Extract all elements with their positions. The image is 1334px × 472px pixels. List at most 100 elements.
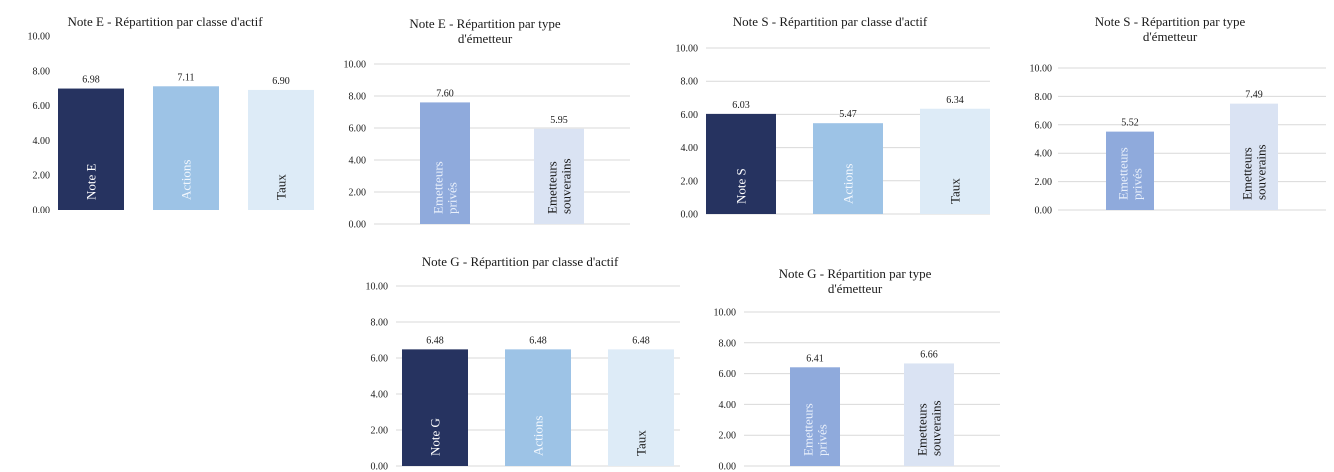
y-tick-label: 6.00 [1035,120,1053,131]
bar-actions [505,349,571,466]
bar-chart-3: Note S - Répartition par classe d'actif 0… [660,8,1000,223]
chart-plot: 0.002.004.006.008.0010.007.60Emetteurspr… [344,60,630,231]
y-tick-label: 2.00 [719,431,737,442]
category-label-line: Note G [428,418,443,456]
category-label: Taux [634,430,649,456]
bar-emetteurs-souverains [534,128,584,224]
chart-title: Note E - Répartition par classe d'actif [67,14,263,29]
data-label: 6.48 [632,335,650,346]
chart-title: Note G - Répartition par classe d'actif [421,254,619,269]
data-label: 5.52 [1121,118,1139,129]
bar-chart-4: Note S - Répartition par type d'émetteur… [1010,8,1330,218]
y-tick-label: 8.00 [349,92,367,103]
data-label: 5.95 [550,115,568,126]
bar-emetteurs-souverains [1230,103,1278,210]
bar-emetteurs-souverains [904,363,954,466]
bar-note-s [706,113,776,214]
category-label-line: Emetteurs [545,161,560,214]
y-tick-label: 6.00 [349,124,367,135]
data-label: 6.41 [806,353,824,364]
bar-chart-2: Note E - Répartition par type d'émetteur… [330,8,640,233]
bar-actions [813,123,883,214]
data-label: 7.60 [436,88,454,99]
category-label-line: Taux [634,430,649,456]
y-tick-label: 10.00 [1030,64,1053,75]
data-label: 6.90 [272,76,290,87]
bar-emetteurs-priv-s [420,102,470,224]
chart-title: Note S - Répartition par classe d'actif [732,14,928,29]
category-label: Emetteurssouverains [1240,144,1269,200]
data-label: 7.49 [1245,90,1263,101]
y-tick-label: 10.00 [714,308,737,319]
y-tick-label: 8.00 [681,77,699,88]
category-label: Taux [274,174,289,200]
y-tick-label: 4.00 [1035,149,1053,160]
category-label-line: Emetteurs [1240,147,1255,200]
y-tick-label: 0.00 [719,462,737,471]
y-tick-label: 0.00 [1035,206,1053,217]
y-tick-label: 2.00 [33,171,51,182]
category-label: Note G [428,418,443,456]
category-label-line: privés [815,424,830,456]
category-label: Emetteurssouverains [915,400,944,456]
data-label: 6.48 [426,335,444,346]
chart-title: Note S - Répartition par type d'émetteur [1094,14,1246,44]
category-label-line: Note E [84,163,99,200]
y-tick-label: 10.00 [366,282,389,293]
category-label: Note S [734,168,749,204]
data-label: 6.34 [946,95,964,106]
category-label-line: privés [1130,168,1145,200]
bar-chart-6: Note G - Répartition par type d'émetteur… [700,262,1010,470]
category-label-line: Actions [531,416,546,456]
y-tick-label: 6.00 [33,101,51,112]
data-label: 6.48 [529,335,547,346]
category-label-line: Taux [274,174,289,200]
category-label-line: Taux [948,178,963,204]
chart-title: Note E - Répartition par type d'émetteur [409,16,561,46]
category-label: Taux [948,178,963,204]
chart-plot: 0.002.004.006.008.0010.005.52Emetteurspr… [1030,64,1326,217]
bar-chart-1: Note E - Répartition par classe d'actif 0… [10,8,320,213]
category-label-line: Emetteurs [431,161,446,214]
y-tick-label: 0.00 [681,210,699,221]
data-label: 6.03 [732,100,750,111]
y-tick-label: 8.00 [371,318,389,329]
category-label-line: souverains [1254,144,1269,200]
data-label: 6.98 [82,75,100,86]
data-label: 6.66 [920,349,938,360]
category-label-line: Emetteurs [1116,147,1131,200]
data-label: 5.47 [839,109,857,120]
bar-taux [608,349,674,466]
category-label-line: Actions [841,164,856,204]
category-label: Emetteurssouverains [545,158,574,214]
chart-plot: 0.00 2.00 4.00 6.00 8.00 10.00 6.48 Note G 6.48 A… [366,282,680,470]
y-tick-label: 4.00 [681,143,699,154]
bar-chart-5: Note G - Répartition par classe d'actif 0… [350,248,690,470]
category-label-line: souverains [559,158,574,214]
y-tick-label: 10.00 [344,60,367,71]
y-tick-label: 4.00 [349,156,367,167]
chart-plot: 0.002.004.006.008.0010.006.41Emetteurspr… [714,308,1000,471]
bar-note-g [402,349,468,466]
y-tick-label: 4.00 [719,400,737,411]
category-label: Emetteursprivés [1116,147,1145,200]
category-label: Actions [531,416,546,456]
y-tick-label: 10.00 [676,44,699,55]
y-tick-label: 2.00 [681,176,699,187]
category-label-line: Note S [734,168,749,204]
category-label: Actions [179,160,194,200]
y-tick-label: 10.00 [28,32,51,43]
bar-actions [153,86,219,210]
chart-title: Note G - Répartition par type d'émetteur [778,266,932,296]
y-tick-label: 8.00 [1035,92,1053,103]
y-tick-label: 0.00 [33,206,51,214]
bar-taux [920,108,990,214]
bar-note-e [58,88,124,210]
y-tick-label: 2.00 [371,426,389,437]
category-label: Emetteursprivés [431,161,460,214]
data-label: 7.11 [177,72,194,83]
y-tick-label: 4.00 [371,390,389,401]
y-tick-label: 6.00 [371,354,389,365]
y-tick-label: 2.00 [349,188,367,199]
category-label-line: souverains [929,400,944,456]
